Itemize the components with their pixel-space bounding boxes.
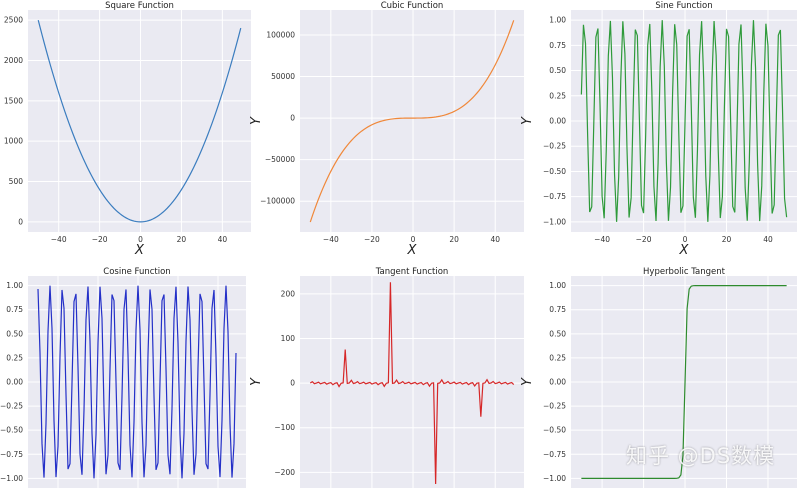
x-tick-label: 40 bbox=[763, 235, 773, 244]
chart-title: Tangent Function bbox=[375, 267, 449, 277]
y-tick-label: 0.00 bbox=[549, 117, 566, 126]
y-tick-label: 2500 bbox=[4, 16, 23, 25]
chart-title: Hyperbolic Tangent bbox=[643, 267, 726, 277]
y-tick-label: −100000 bbox=[260, 197, 295, 206]
chart-title: Cosine Function bbox=[103, 267, 170, 277]
chart-panel-cubic: −40 −20 0 20 40 −100000 −50000 0 50000 100000 Cubi… bbox=[249, 1, 524, 258]
chart-panel-tangent: −200 −100 0 100 200 Tangent Function Y bbox=[249, 267, 524, 488]
y-tick-label: 0 bbox=[18, 217, 23, 226]
y-tick-label: 1500 bbox=[4, 96, 23, 105]
chart-panel-sine: −40 −20 0 20 40 −1.00 −0.75 −0.50 −0.25 0.00 0.25 0… bbox=[520, 1, 797, 258]
y-tick-label: 2000 bbox=[4, 56, 23, 65]
y-tick-label: 0.50 bbox=[549, 66, 566, 75]
series-line-square bbox=[37, 19, 242, 223]
x-tick-label: −40 bbox=[323, 235, 339, 244]
series-line-sine bbox=[580, 20, 788, 222]
y-tick-label: −1.00 bbox=[543, 474, 566, 483]
series-line-tangent bbox=[309, 282, 515, 484]
plot-area bbox=[300, 10, 524, 232]
y-tick-label: 1.00 bbox=[6, 281, 23, 290]
y-tick-label: 0.75 bbox=[6, 305, 23, 314]
y-tick-label: 0.75 bbox=[549, 305, 566, 314]
chart-title: Cubic Function bbox=[381, 1, 444, 11]
chart-title: Sine Function bbox=[655, 1, 712, 11]
x-tick-label: 40 bbox=[218, 235, 228, 244]
x-axis-label: X bbox=[679, 243, 690, 258]
y-tick-label: 1.00 bbox=[549, 16, 566, 25]
y-tick-label: −0.25 bbox=[0, 402, 23, 411]
y-axis-label: Y bbox=[249, 116, 264, 125]
x-tick-label: −40 bbox=[51, 235, 67, 244]
y-tick-label: −50000 bbox=[265, 155, 295, 164]
y-tick-label: −0.25 bbox=[543, 402, 566, 411]
y-tick-label: 0.25 bbox=[6, 353, 23, 362]
y-tick-label: −1.00 bbox=[0, 474, 23, 483]
y-axis-label: Y bbox=[520, 377, 535, 386]
series-line-cubic bbox=[309, 20, 515, 223]
x-tick-label: −40 bbox=[594, 235, 610, 244]
x-tick-label: 20 bbox=[449, 235, 459, 244]
y-axis-label: Y bbox=[249, 377, 264, 386]
x-tick-label: 20 bbox=[177, 235, 187, 244]
y-tick-label: 500 bbox=[9, 177, 24, 186]
y-tick-label: 0.00 bbox=[549, 378, 566, 387]
y-tick-label: 1000 bbox=[4, 137, 23, 146]
y-tick-label: 0.25 bbox=[549, 91, 566, 100]
y-tick-label: 100 bbox=[281, 334, 296, 343]
y-tick-label: −0.50 bbox=[543, 426, 566, 435]
x-tick-label: −20 bbox=[92, 235, 108, 244]
y-axis-label: Y bbox=[520, 116, 535, 125]
y-tick-label: −200 bbox=[274, 468, 295, 477]
x-tick-label: 0 bbox=[138, 235, 143, 244]
y-tick-label: −1.00 bbox=[543, 217, 566, 226]
y-tick-label: 0.75 bbox=[549, 41, 566, 50]
chart-panel-tanh: −1.00 −0.75 −0.50 −0.25 0.00 0.25 0.50 0.75 1.00… bbox=[520, 267, 797, 488]
x-tick-label: −20 bbox=[364, 235, 380, 244]
x-tick-label: 0 bbox=[411, 235, 416, 244]
watermark: 知乎 @DS数模 bbox=[626, 444, 776, 468]
y-tick-label: 0.50 bbox=[6, 329, 23, 338]
y-tick-label: 200 bbox=[281, 289, 296, 298]
y-tick-label: 0 bbox=[290, 114, 295, 123]
plot-area bbox=[28, 10, 251, 232]
y-tick-label: −0.50 bbox=[0, 426, 23, 435]
y-tick-label: 100000 bbox=[266, 30, 295, 39]
y-tick-label: 50000 bbox=[271, 72, 295, 81]
y-tick-label: −100 bbox=[274, 423, 295, 432]
y-tick-label: 0 bbox=[290, 379, 295, 388]
y-tick-label: 0.50 bbox=[549, 329, 566, 338]
chart-panel-square: −40 −20 0 20 40 0 500 1000 1500 2000 2500 Square Fu… bbox=[4, 1, 251, 258]
series-line-cosine bbox=[37, 285, 237, 479]
y-tick-label: −0.50 bbox=[543, 167, 566, 176]
x-tick-label: 20 bbox=[722, 235, 732, 244]
x-axis-label: X bbox=[134, 243, 145, 258]
y-tick-label: −0.75 bbox=[0, 450, 23, 459]
y-tick-label: −0.75 bbox=[543, 192, 566, 201]
x-axis-label: X bbox=[407, 243, 418, 258]
y-tick-label: 1.00 bbox=[549, 281, 566, 290]
y-tick-label: 0.25 bbox=[549, 353, 566, 362]
y-tick-label: −0.75 bbox=[543, 450, 566, 459]
series-line-tanh bbox=[581, 285, 787, 479]
x-tick-label: −20 bbox=[636, 235, 652, 244]
plot-area bbox=[300, 276, 524, 488]
chart-title: Square Function bbox=[105, 1, 174, 11]
y-tick-label: 0.00 bbox=[6, 378, 23, 387]
x-tick-label: 40 bbox=[490, 235, 500, 244]
x-tick-label: 0 bbox=[683, 235, 688, 244]
y-tick-label: −0.25 bbox=[543, 142, 566, 151]
chart-panel-cosine: −1.00 −0.75 −0.50 −0.25 0.00 0.25 0.50 0.75 1.00… bbox=[0, 267, 246, 488]
